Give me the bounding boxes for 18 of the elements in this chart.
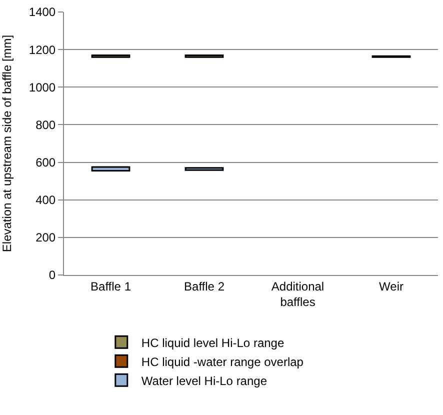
x-tick-label: Baffle 1 <box>90 279 132 294</box>
x-tick-label: Baffle 2 <box>184 279 225 294</box>
y-tick-label: 1200 <box>28 42 56 57</box>
legend-label: HC liquid -water range overlap <box>141 354 304 369</box>
bar <box>184 167 224 171</box>
x-tick-label: Weir <box>379 279 404 294</box>
y-tick-label: 0 <box>48 268 56 282</box>
y-tick-label: 1400 <box>28 5 56 20</box>
y-tick-label: 200 <box>36 230 56 245</box>
y-tick-label: 1000 <box>28 80 56 94</box>
y-tick-label: 800 <box>36 118 56 132</box>
legend-label: HC liquid level Hi-Lo range <box>141 336 284 350</box>
y-tick-label: 400 <box>36 193 56 208</box>
y-tick-label: 600 <box>36 155 56 170</box>
bar <box>91 166 130 172</box>
legend-label: Water level Hi-Lo range <box>141 374 268 388</box>
x-tick-label: Additional baffles <box>271 279 324 309</box>
y-axis-title: Elevation at upstream side of baffle [mm] <box>0 34 14 252</box>
